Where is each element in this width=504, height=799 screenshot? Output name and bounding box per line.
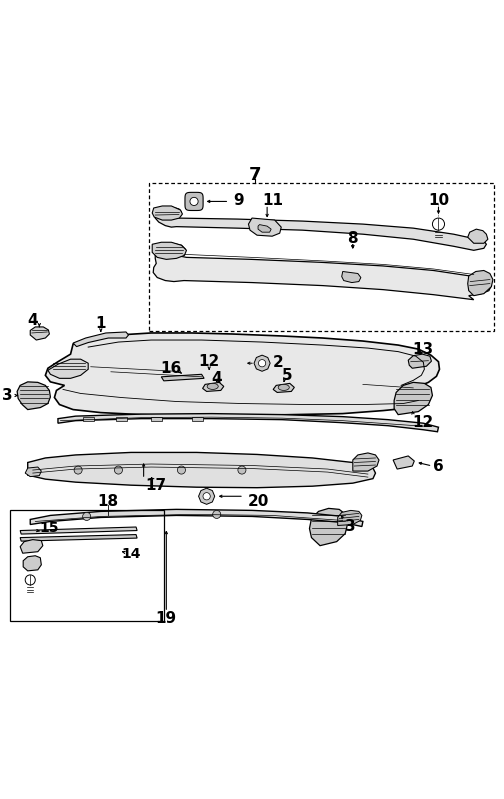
Polygon shape bbox=[394, 383, 432, 415]
Polygon shape bbox=[152, 242, 186, 260]
Polygon shape bbox=[254, 355, 270, 372]
Polygon shape bbox=[248, 218, 281, 237]
Text: 12: 12 bbox=[199, 354, 220, 369]
Text: 3: 3 bbox=[2, 388, 13, 403]
Circle shape bbox=[203, 493, 210, 500]
Bar bbox=[149, 183, 494, 332]
Polygon shape bbox=[139, 465, 148, 475]
Text: 16: 16 bbox=[161, 361, 182, 376]
Polygon shape bbox=[28, 452, 375, 487]
Polygon shape bbox=[83, 417, 94, 420]
Polygon shape bbox=[45, 333, 439, 415]
Text: 9: 9 bbox=[233, 193, 243, 208]
Polygon shape bbox=[136, 461, 152, 479]
Polygon shape bbox=[258, 225, 271, 233]
Polygon shape bbox=[20, 539, 43, 553]
Ellipse shape bbox=[278, 384, 289, 391]
Text: 6: 6 bbox=[433, 459, 444, 474]
Text: 7: 7 bbox=[248, 166, 261, 185]
Polygon shape bbox=[48, 360, 88, 379]
Text: 8: 8 bbox=[347, 231, 358, 246]
Text: 1: 1 bbox=[96, 316, 106, 332]
Polygon shape bbox=[58, 414, 438, 431]
Text: 17: 17 bbox=[146, 478, 167, 493]
Polygon shape bbox=[153, 243, 491, 300]
Circle shape bbox=[238, 466, 246, 474]
Circle shape bbox=[190, 197, 198, 205]
Text: 3: 3 bbox=[345, 519, 356, 534]
Circle shape bbox=[83, 512, 91, 520]
Circle shape bbox=[259, 360, 266, 367]
Text: 20: 20 bbox=[248, 494, 269, 509]
Polygon shape bbox=[353, 453, 379, 471]
Polygon shape bbox=[393, 456, 414, 469]
Circle shape bbox=[213, 511, 221, 519]
Polygon shape bbox=[161, 374, 204, 381]
Polygon shape bbox=[192, 417, 203, 420]
Text: 19: 19 bbox=[156, 610, 177, 626]
Text: 14: 14 bbox=[121, 547, 141, 561]
Polygon shape bbox=[338, 511, 362, 526]
Text: 10: 10 bbox=[428, 193, 449, 208]
Circle shape bbox=[432, 218, 445, 230]
Text: 5: 5 bbox=[282, 368, 293, 383]
Bar bbox=[10, 511, 164, 622]
Circle shape bbox=[177, 466, 185, 474]
Text: 11: 11 bbox=[262, 193, 283, 208]
Polygon shape bbox=[185, 193, 203, 210]
Text: 2: 2 bbox=[273, 355, 284, 370]
Polygon shape bbox=[17, 382, 50, 410]
Text: 4: 4 bbox=[211, 371, 222, 386]
Polygon shape bbox=[468, 271, 493, 296]
Polygon shape bbox=[23, 556, 41, 570]
Text: 15: 15 bbox=[39, 521, 59, 535]
Polygon shape bbox=[273, 384, 294, 392]
Polygon shape bbox=[20, 527, 137, 534]
Polygon shape bbox=[155, 207, 486, 250]
Polygon shape bbox=[25, 467, 41, 477]
Polygon shape bbox=[116, 417, 127, 420]
Polygon shape bbox=[342, 272, 361, 283]
Polygon shape bbox=[152, 206, 182, 220]
Polygon shape bbox=[468, 229, 488, 243]
Circle shape bbox=[114, 466, 122, 474]
Polygon shape bbox=[30, 327, 49, 340]
Ellipse shape bbox=[207, 384, 218, 389]
Circle shape bbox=[25, 575, 35, 585]
Polygon shape bbox=[309, 508, 348, 546]
Polygon shape bbox=[20, 535, 137, 541]
Polygon shape bbox=[203, 383, 224, 392]
Circle shape bbox=[74, 466, 82, 474]
Text: 4: 4 bbox=[27, 313, 38, 328]
Text: 13: 13 bbox=[413, 342, 434, 356]
Polygon shape bbox=[30, 510, 363, 527]
Polygon shape bbox=[408, 354, 431, 368]
Polygon shape bbox=[73, 332, 129, 347]
Polygon shape bbox=[151, 417, 162, 420]
Text: 18: 18 bbox=[98, 494, 119, 509]
Polygon shape bbox=[199, 488, 215, 504]
Text: 12: 12 bbox=[413, 415, 434, 430]
